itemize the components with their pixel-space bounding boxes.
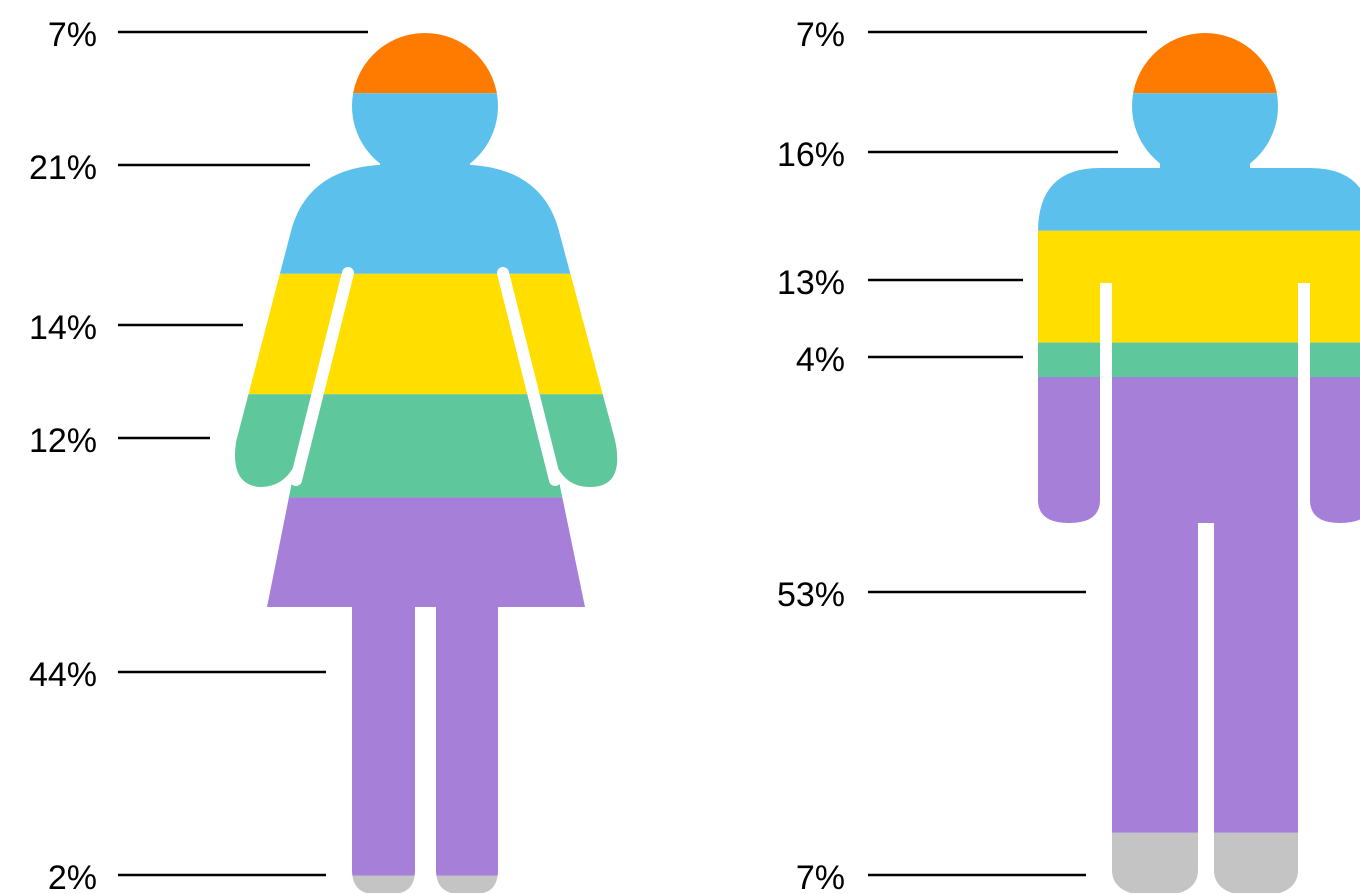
value-label: 7%	[796, 16, 845, 54]
arm-gap	[290, 267, 354, 486]
band	[235, 394, 618, 498]
band	[235, 875, 618, 893]
band	[1038, 230, 1360, 343]
band	[235, 273, 618, 395]
value-label: 14%	[29, 309, 97, 347]
value-label: 2%	[48, 859, 97, 894]
value-label: 4%	[796, 341, 845, 379]
band	[1038, 342, 1360, 377]
value-label: 12%	[29, 422, 97, 460]
value-label: 16%	[777, 136, 845, 174]
band	[235, 93, 618, 274]
figure	[1038, 33, 1360, 893]
value-label: 7%	[48, 16, 97, 54]
arm-gap	[497, 267, 561, 486]
value-label: 21%	[29, 149, 97, 187]
band	[1038, 377, 1360, 833]
band	[235, 33, 618, 94]
value-label: 13%	[777, 264, 845, 302]
value-label: 7%	[796, 859, 845, 894]
band	[1038, 93, 1360, 231]
figure	[235, 33, 618, 893]
value-label: 53%	[777, 576, 845, 614]
value-label: 44%	[29, 656, 97, 694]
band	[1038, 33, 1360, 94]
band	[1038, 832, 1360, 893]
band	[235, 497, 618, 876]
